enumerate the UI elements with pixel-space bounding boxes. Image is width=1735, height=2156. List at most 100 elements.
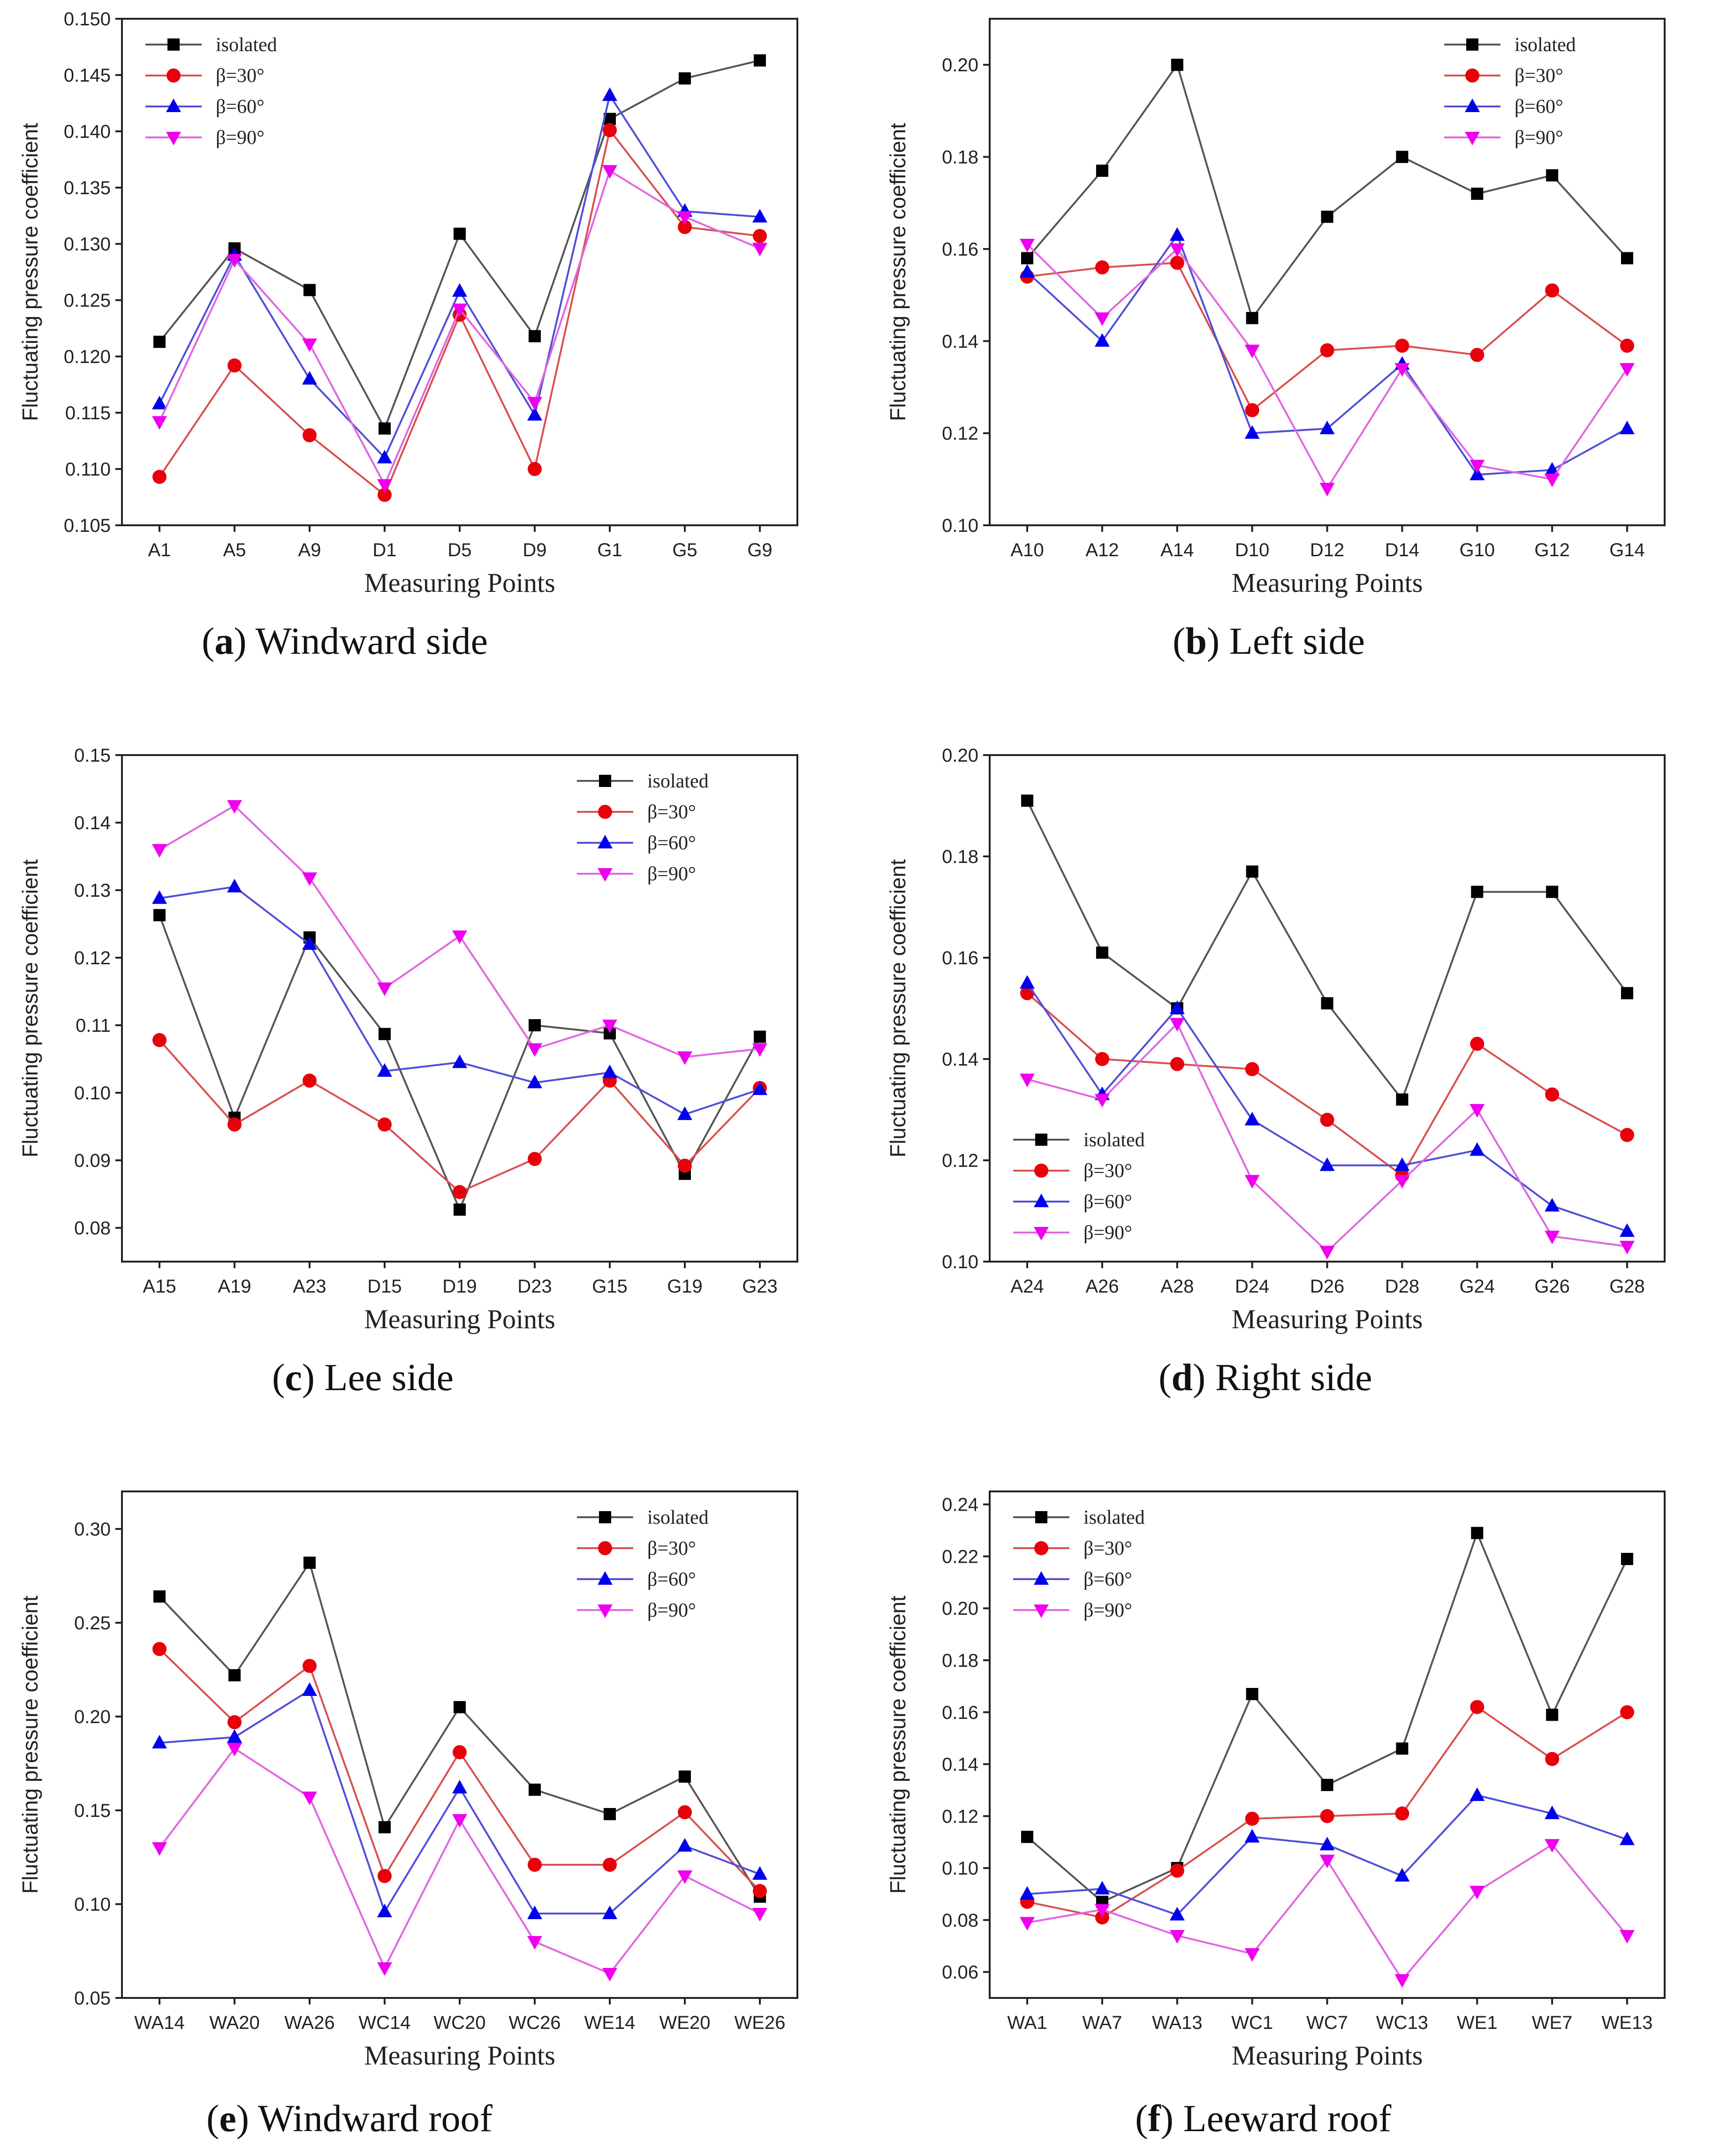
legend-label: isolated: [1083, 1507, 1145, 1528]
y-tick-label: 0.16: [942, 1702, 978, 1723]
data-point: [527, 1074, 542, 1089]
data-point: [454, 1701, 466, 1713]
data-point: [227, 800, 242, 814]
legend-label: β=30°: [1083, 1538, 1132, 1559]
data-point: [1094, 1904, 1110, 1918]
x-tick-label: WA1: [1007, 2012, 1047, 2033]
legend-marker: [1035, 1511, 1047, 1523]
legend-marker: [1034, 1194, 1049, 1207]
data-point: [602, 165, 617, 179]
y-tick-label: 0.125: [64, 290, 111, 311]
x-tick-label: WC13: [1376, 2012, 1428, 2033]
data-point: [152, 890, 167, 904]
data-point: [1546, 169, 1559, 182]
x-tick-label: G14: [1609, 540, 1645, 560]
chart-svg-f: 0.06 0.08 0.10 0.12 0.14 0.16 0.18 0.20 0.22 0.24…: [886, 1490, 1666, 2071]
data-point: [752, 242, 767, 257]
caption-d: (d) Right side: [1159, 1356, 1372, 1399]
data-point: [1020, 975, 1035, 989]
legend-label: β=90°: [647, 1600, 696, 1621]
y-tick-label: 0.14: [942, 331, 978, 352]
data-point: [1470, 1142, 1485, 1156]
data-point: [1244, 1112, 1260, 1126]
y-tick-label: 0.30: [74, 1519, 111, 1540]
data-point: [1470, 1036, 1485, 1051]
x-tick-label: G15: [592, 1276, 628, 1297]
chart-svg-a: 0.105 0.110 0.115 0.120 0.125 0.130 0.135 0.140…: [18, 9, 798, 598]
data-point: [452, 303, 467, 318]
data-point: [527, 1043, 542, 1057]
legend-label: isolated: [216, 34, 277, 56]
data-point: [1095, 260, 1109, 275]
series-3: [152, 165, 767, 493]
data-point: [377, 1904, 392, 1917]
y-tick-label: 0.14: [942, 1755, 978, 1775]
data-point: [303, 428, 317, 442]
data-point: [1394, 1868, 1410, 1882]
y-tick-label: 0.22: [942, 1546, 978, 1567]
data-point: [1170, 1057, 1184, 1071]
legend-marker: [166, 98, 181, 112]
data-point: [1245, 1811, 1259, 1826]
data-point: [528, 1152, 542, 1166]
caption-letter: b: [1185, 620, 1207, 662]
legend-label: β=60°: [647, 1569, 696, 1590]
legend-marker: [1034, 1604, 1049, 1618]
data-point: [378, 1869, 392, 1883]
data-point: [1545, 1231, 1560, 1244]
data-point: [1394, 1175, 1410, 1189]
plot-frame: [121, 1490, 798, 1999]
data-point: [1470, 460, 1485, 474]
y-tick-label: 0.10: [74, 1083, 111, 1104]
x-tick-label: D9: [523, 540, 546, 560]
data-point: [752, 1908, 767, 1921]
x-tick-label: WA7: [1082, 2012, 1122, 2033]
data-point: [1244, 344, 1260, 358]
data-point: [1394, 1974, 1410, 1988]
data-point: [1170, 256, 1184, 270]
series-2: [152, 1682, 767, 1919]
data-point: [1319, 1246, 1335, 1260]
data-point: [454, 227, 466, 240]
data-point: [1321, 1778, 1333, 1791]
y-tick-label: 0.20: [74, 1707, 111, 1727]
y-tick-label: 0.12: [942, 1806, 978, 1827]
y-tick-label: 0.120: [64, 347, 111, 367]
data-point: [302, 338, 317, 352]
x-tick-label: WE13: [1602, 2012, 1653, 2033]
caption-letter: c: [285, 1356, 302, 1399]
data-point: [303, 1659, 317, 1673]
legend-label: β=30°: [647, 1538, 696, 1559]
data-point: [529, 1019, 541, 1031]
x-tick-label: D15: [367, 1276, 402, 1297]
legend-label: β=30°: [647, 802, 696, 823]
data-point: [1320, 1809, 1334, 1823]
legend-label: β=30°: [1083, 1160, 1132, 1182]
legend-label: β=60°: [1083, 1191, 1132, 1213]
data-point: [152, 1842, 167, 1856]
legend-marker: [1465, 98, 1480, 112]
data-point: [1620, 420, 1635, 434]
x-tick-label: A5: [223, 540, 246, 560]
data-point: [1021, 1831, 1033, 1843]
data-point: [529, 1784, 541, 1796]
series-3: [1020, 1839, 1635, 1988]
data-point: [1620, 1223, 1635, 1237]
data-point: [1245, 403, 1259, 417]
y-tick-label: 0.20: [942, 1598, 978, 1619]
data-point: [677, 1106, 692, 1120]
data-point: [1471, 1527, 1484, 1539]
y-axis-title: Fluctuating pressure coefficient: [886, 859, 910, 1157]
y-tick-label: 0.105: [64, 515, 111, 536]
data-point: [152, 1033, 167, 1047]
y-tick-label: 0.12: [942, 424, 978, 444]
caption-letter: a: [214, 620, 234, 662]
y-tick-label: 0.140: [64, 121, 111, 142]
data-point: [679, 72, 691, 85]
data-point: [379, 1821, 391, 1833]
data-point: [1620, 1930, 1635, 1944]
data-point: [303, 1074, 317, 1088]
data-point: [1620, 363, 1635, 377]
x-tick-label: D10: [1235, 540, 1269, 560]
data-point: [1169, 1906, 1185, 1921]
